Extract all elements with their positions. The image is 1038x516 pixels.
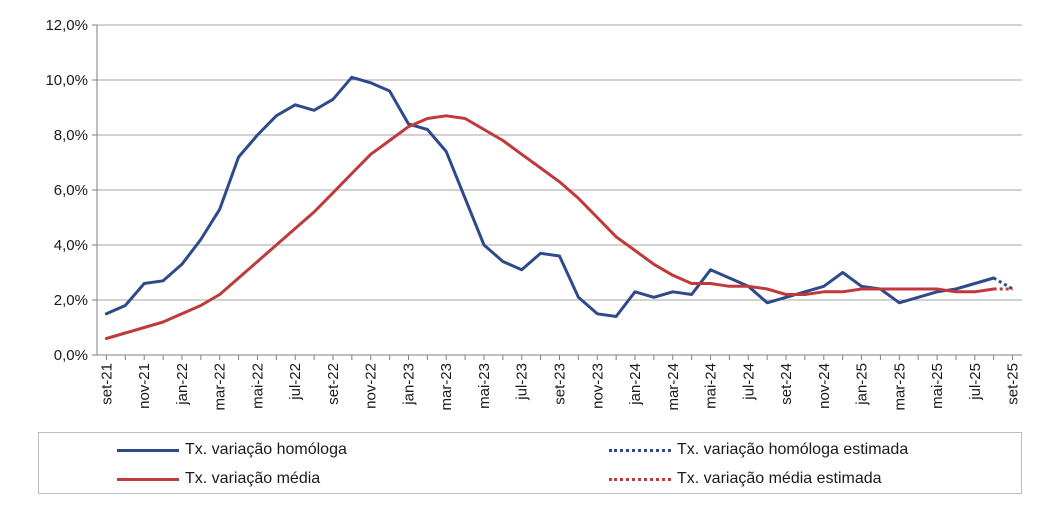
x-tick-label: mar-25 [891,363,908,411]
y-tick-label: 10,0% [45,72,88,89]
legend-item-homologa: Tx. variação homóloga [117,439,347,461]
x-tick-label: nov-22 [363,363,380,409]
legend-label-homologa: Tx. variação homóloga [185,441,347,458]
x-tick-label: mai-22 [249,363,266,409]
x-tick-label: set-24 [778,363,795,405]
y-tick-label: 0,0% [54,347,88,364]
series-line-0 [104,75,996,318]
x-tick-label: set-21 [98,363,115,405]
x-tick-label: jul-24 [740,363,757,401]
x-tick-label: mar-22 [212,363,229,411]
legend-item-media: Tx. variação média [117,468,320,490]
gridlines [97,24,1022,356]
legend-label-media: Tx. variação média [185,470,321,487]
x-tick-label: jan-24 [627,363,644,406]
legend-swatch-homologa [117,448,179,452]
line-chart: 0,0% 2,0% 4,0% 6,0% 8,0% 10,0% 12,0% set-21 nov… [45,17,1022,411]
x-tick-label: set-23 [552,363,569,405]
x-tick-label: jan-25 [854,363,871,406]
x-tick-label: set-22 [325,363,342,405]
x-tick-label: mar-24 [665,363,682,411]
legend-swatch-homologa-estimada [609,448,671,452]
x-tick-label: nov-21 [136,363,153,409]
series-line-2 [992,276,1014,291]
y-axis-ticks: 0,0% 2,0% 4,0% 6,0% 8,0% 10,0% 12,0% [45,17,97,364]
y-tick-label: 2,0% [54,292,88,309]
legend-swatch-media-estimada [609,477,671,481]
x-axis-ticks: set-21 nov-21 jan-22 mar-22 mai-22 jul-22 set-… [98,355,1022,411]
x-tick-label: jan-23 [400,363,417,406]
x-tick-label: set-25 [1005,363,1022,405]
x-tick-label: jul-22 [287,363,304,401]
series-lines [104,75,1014,340]
y-tick-label: 12,0% [45,17,88,34]
x-tick-label: mar-23 [438,363,455,411]
x-tick-label: mai-25 [929,363,946,409]
y-tick-label: 6,0% [54,182,88,199]
y-tick-label: 8,0% [54,127,88,144]
axes [96,25,1022,356]
y-tick-label: 4,0% [54,237,88,254]
series-line-1 [104,114,996,340]
legend-item-homologa-estimada: Tx. variação homóloga estimada [609,439,908,461]
x-tick-label: nov-24 [816,363,833,409]
x-tick-label: jul-25 [967,363,984,401]
x-tick-label: jan-22 [174,363,191,406]
x-tick-label: nov-23 [589,363,606,409]
legend-label-media-estimada: Tx. variação média estimada [677,470,882,487]
legend-label-homologa-estimada: Tx. variação homóloga estimada [677,441,909,458]
x-tick-label: mai-24 [703,363,720,409]
x-tick-label: jul-23 [514,363,531,401]
legend: Tx. variação homóloga Tx. variação homól… [38,432,1022,494]
legend-item-media-estimada: Tx. variação média estimada [609,468,882,490]
legend-swatch-media [117,477,179,481]
x-tick-label: mai-23 [476,363,493,409]
